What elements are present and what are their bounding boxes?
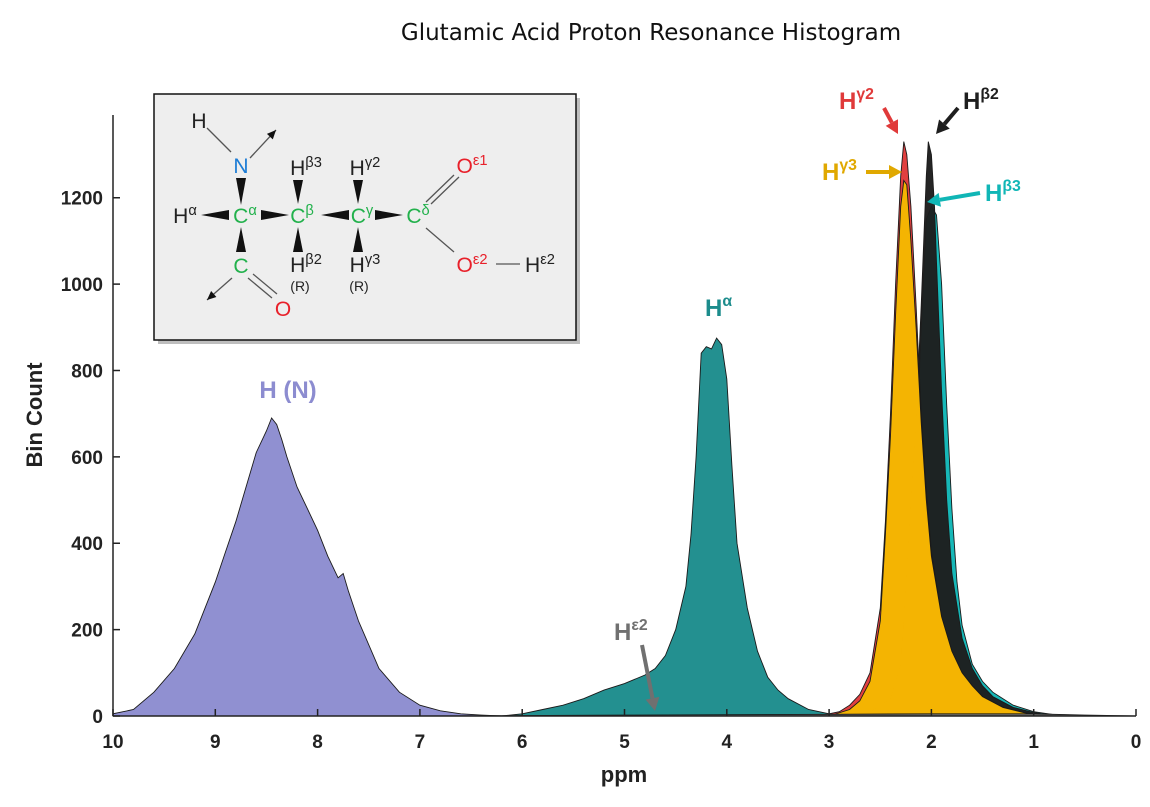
atom-h-gamma3: Hγ3 bbox=[350, 252, 381, 277]
bond-cd-oe2 bbox=[425, 227, 455, 253]
series-area-hα bbox=[501, 337, 850, 717]
label-r-1: (R) bbox=[290, 278, 309, 294]
y-tick-label: 1200 bbox=[61, 189, 103, 210]
wedge-cg-cd bbox=[375, 210, 403, 220]
wedge-cb-hb3 bbox=[293, 180, 303, 204]
arrow-h-beta2-head bbox=[936, 119, 950, 134]
wedge-ca-cb bbox=[261, 210, 289, 220]
bond-c-arrow-head bbox=[207, 291, 217, 300]
arrow-h-beta2 bbox=[942, 106, 960, 126]
bond-cd-oe1-double bbox=[430, 176, 460, 205]
arrow-h-beta3 bbox=[939, 191, 981, 202]
wedge-ca-c bbox=[236, 227, 246, 252]
label-h-gamma2: Hγ2 bbox=[839, 86, 874, 115]
wedge-cg-hg2 bbox=[353, 180, 363, 204]
x-tick-label: 3 bbox=[824, 732, 835, 753]
x-tick-label: 4 bbox=[722, 732, 733, 753]
atom-h-alpha: Hα bbox=[173, 203, 197, 228]
x-tick-label: 1 bbox=[1028, 732, 1039, 753]
atom-h-gamma2: Hγ2 bbox=[350, 155, 381, 180]
x-tick-label: 0 bbox=[1131, 732, 1142, 753]
bond-c-o bbox=[247, 277, 273, 299]
atom-o-epsilon2: Oε2 bbox=[456, 252, 487, 277]
bond-h-n bbox=[206, 127, 232, 153]
label-h-beta2: Hβ2 bbox=[963, 86, 999, 115]
atom-h-top: H bbox=[191, 110, 206, 133]
wedge-cg-hg3 bbox=[353, 227, 363, 252]
arrow-h-beta3-head bbox=[927, 192, 941, 207]
wedge-cb-hb2 bbox=[293, 227, 303, 252]
y-tick-label: 1000 bbox=[61, 275, 103, 296]
bond-cd-oe1 bbox=[425, 174, 455, 203]
label-h-beta3: Hβ3 bbox=[985, 178, 1021, 207]
label-h-n: H (N) bbox=[259, 377, 316, 404]
atom-h-beta2: Hβ2 bbox=[290, 252, 322, 277]
y-tick-label: 0 bbox=[92, 707, 103, 728]
y-tick-label: 800 bbox=[71, 361, 103, 382]
x-axis-label: ppm bbox=[601, 762, 647, 787]
atom-c-beta: Cβ bbox=[290, 203, 314, 228]
atom-c: C bbox=[233, 255, 248, 278]
y-tick-label: 200 bbox=[71, 621, 103, 642]
chart-title: Glutamic Acid Proton Resonance Histogram bbox=[401, 20, 901, 46]
y-tick-label: 400 bbox=[71, 534, 103, 555]
atom-n: N bbox=[233, 155, 248, 178]
molecule-bonds bbox=[201, 127, 520, 301]
wedge-cg-cb bbox=[321, 210, 349, 220]
bond-n-arrow-head bbox=[266, 130, 276, 140]
arrow-h-gamma2-head bbox=[885, 119, 898, 134]
x-tick-label: 9 bbox=[210, 732, 221, 753]
series-layer bbox=[112, 141, 1137, 717]
arrow-h-gamma2 bbox=[882, 107, 894, 124]
label-h-gamma3: Hγ3 bbox=[822, 157, 857, 186]
series-area-h-n bbox=[112, 417, 502, 717]
x-tick-label: 10 bbox=[102, 732, 123, 753]
series-area-hγ3 bbox=[828, 179, 1044, 717]
y-axis-label: Bin Count bbox=[22, 362, 47, 468]
arrow-h-epsilon2 bbox=[640, 644, 655, 699]
arrow-h-epsilon2-head bbox=[645, 696, 660, 711]
x-tick-label: 6 bbox=[517, 732, 528, 753]
y-tick-label: 600 bbox=[71, 448, 103, 469]
label-h-alpha: Hα bbox=[705, 293, 732, 322]
atom-c-alpha: Cα bbox=[233, 203, 257, 228]
label-r-2: (R) bbox=[349, 278, 368, 294]
x-tick-label: 7 bbox=[415, 732, 426, 753]
wedge-ha-ca bbox=[201, 210, 229, 220]
atom-h-epsilon2: Hε2 bbox=[525, 252, 555, 277]
bond-c-o-double bbox=[252, 273, 278, 295]
x-tick-label: 5 bbox=[619, 732, 630, 753]
atom-o-epsilon1: Oε1 bbox=[456, 153, 487, 178]
atom-h-beta3: Hβ3 bbox=[290, 155, 322, 180]
atom-c-gamma: Cγ bbox=[351, 203, 374, 228]
x-tick-label: 2 bbox=[926, 732, 937, 753]
label-h-epsilon2: Hε2 bbox=[614, 617, 648, 646]
atom-o: O bbox=[275, 298, 291, 321]
peak-annotations: H (N) Hα Hγ2 Hβ2 Hγ3 Hβ3 Hε2 bbox=[259, 86, 1021, 711]
x-tick-label: 8 bbox=[312, 732, 323, 753]
wedge-n-ca bbox=[236, 178, 246, 205]
arrow-h-gamma3-head bbox=[889, 165, 902, 179]
atom-c-delta: Cδ bbox=[406, 203, 429, 228]
